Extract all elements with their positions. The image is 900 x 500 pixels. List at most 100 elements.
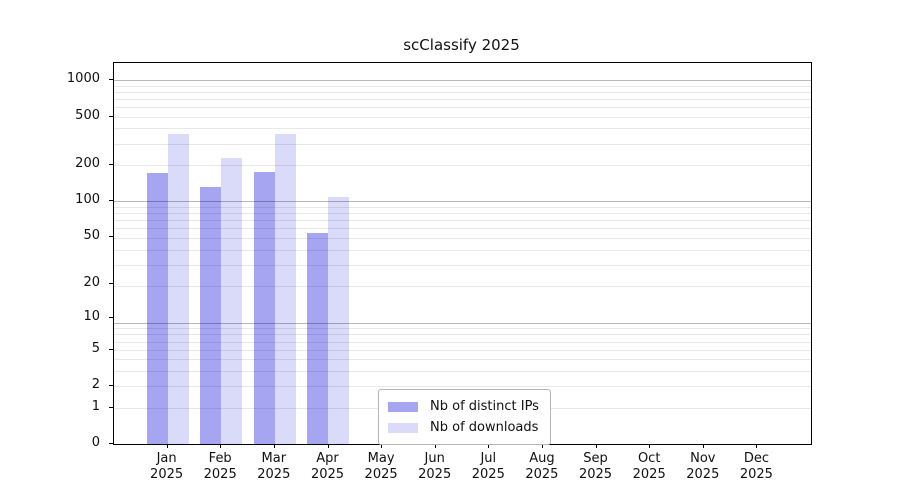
- gridline: [114, 201, 811, 203]
- gridline: [114, 213, 811, 215]
- x-tick-label-month: Mar: [261, 451, 287, 466]
- bar-downloads-jan: [167, 133, 189, 444]
- x-tick-label-month: Jan: [156, 451, 177, 466]
- gridline: [114, 116, 811, 118]
- gridline: [114, 371, 811, 372]
- gridline: [114, 91, 811, 93]
- gridline: [114, 85, 811, 87]
- gridline: [114, 386, 811, 388]
- x-tick-label-month: Sep: [583, 451, 608, 466]
- y-tick: [109, 199, 113, 201]
- gridline: [114, 322, 811, 324]
- y-tick-label: 20: [83, 274, 100, 290]
- bar-ips-mar: [253, 171, 275, 444]
- x-tick-label: Jul 2025: [453, 451, 523, 483]
- x-tick-label-month: Jul: [480, 451, 497, 466]
- y-tick-label: 10: [83, 308, 100, 324]
- gridline: [114, 341, 811, 343]
- y-tick-label: 1: [91, 398, 100, 414]
- chart-title: scClassify 2025: [403, 36, 520, 54]
- x-tick-label-month: Jun: [424, 451, 445, 466]
- x-tick-label-year: 2025: [364, 467, 398, 482]
- x-tick-label-month: Dec: [743, 451, 769, 466]
- legend: Nb of distinct IPs Nb of downloads: [378, 389, 551, 445]
- gridline: [114, 206, 811, 208]
- y-tick: [109, 406, 113, 408]
- gridline: [114, 98, 811, 100]
- x-tick-label-month: Nov: [690, 451, 716, 466]
- x-tick: [220, 444, 222, 448]
- y-tick-label: 2: [91, 377, 100, 393]
- x-tick-label: Nov 2025: [668, 451, 738, 483]
- x-tick-label: Sep 2025: [561, 451, 631, 483]
- gridline: [114, 164, 811, 166]
- x-tick-label-year: 2025: [257, 467, 291, 482]
- y-tick: [109, 163, 113, 165]
- x-tick-label-year: 2025: [310, 467, 345, 482]
- x-tick-label: Mar 2025: [239, 451, 309, 483]
- gridline: [114, 128, 811, 130]
- gridline: [114, 286, 811, 288]
- x-tick: [649, 444, 651, 448]
- gridline: [114, 80, 811, 81]
- gridline: [114, 359, 811, 361]
- x-tick-label-year: 2025: [632, 467, 666, 482]
- x-tick: [702, 444, 704, 448]
- x-tick-label: Aug 2025: [507, 451, 577, 483]
- bar-downloads-mar: [274, 134, 296, 444]
- legend-row: Nb of distinct IPs: [388, 396, 539, 417]
- x-tick-label-year: 2025: [525, 467, 559, 482]
- y-tick: [109, 235, 113, 237]
- bar-ips-jan: [146, 172, 168, 444]
- gridline: [114, 328, 811, 330]
- gridline: [114, 220, 811, 222]
- gridline: [114, 237, 811, 239]
- x-tick: [595, 444, 597, 448]
- y-tick-label: 0: [91, 435, 100, 450]
- gridline: [114, 334, 811, 336]
- x-tick-label: Feb 2025: [185, 451, 255, 483]
- y-tick: [109, 115, 113, 117]
- y-tick: [109, 316, 113, 318]
- gridline: [114, 107, 811, 108]
- x-tick: [541, 444, 543, 448]
- x-tick: [327, 444, 329, 448]
- x-tick: [273, 444, 275, 448]
- bar-downloads-feb: [221, 158, 243, 444]
- y-tick: [109, 79, 113, 80]
- gridline: [114, 264, 811, 266]
- bar-ips-apr: [307, 232, 329, 444]
- y-tick-label: 50: [83, 227, 100, 243]
- x-tick-label-year: 2025: [150, 467, 184, 482]
- gridline: [114, 349, 811, 351]
- x-tick-label-month: Oct: [637, 451, 661, 466]
- x-tick-label-month: Apr: [316, 451, 339, 466]
- x-tick: [166, 444, 168, 448]
- legend-row: Nb of downloads: [388, 417, 539, 438]
- x-tick-label: May 2025: [346, 451, 416, 483]
- y-tick: [109, 282, 113, 284]
- x-tick: [434, 444, 436, 448]
- legend-label: Nb of downloads: [430, 420, 539, 435]
- x-tick-label-year: 2025: [203, 467, 237, 482]
- x-tick-label-year: 2025: [686, 467, 720, 482]
- x-tick-label-month: Feb: [208, 451, 232, 466]
- y-tick: [109, 385, 113, 387]
- x-tick-label: Apr 2025: [293, 451, 363, 483]
- gridline: [114, 143, 811, 145]
- bar-ips-feb: [200, 186, 222, 444]
- x-tick-label-year: 2025: [739, 467, 773, 482]
- x-tick-label-year: 2025: [578, 467, 613, 482]
- y-tick-label: 1000: [66, 71, 100, 86]
- y-tick-label: 5: [91, 340, 100, 356]
- y-tick-label: 200: [75, 155, 100, 171]
- x-tick-label-month: Aug: [529, 451, 555, 466]
- y-tick-label: 500: [75, 107, 100, 123]
- x-tick-label: Jun 2025: [400, 451, 470, 483]
- x-tick: [756, 444, 758, 448]
- legend-swatch-downloads: [388, 422, 418, 433]
- x-tick-label-year: 2025: [418, 467, 452, 482]
- gridline: [114, 228, 811, 230]
- y-tick: [109, 348, 113, 350]
